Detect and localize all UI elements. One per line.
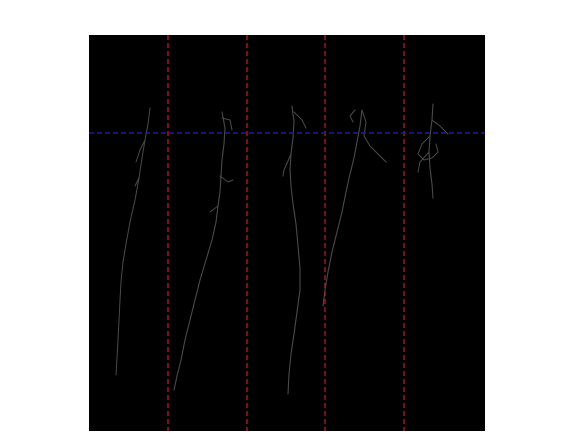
root-trace-4 — [322, 109, 363, 307]
root-trace-3 — [287, 105, 301, 395]
root-branch-3a — [293, 111, 307, 129]
root-branch-5c — [417, 151, 430, 173]
image-background — [89, 35, 485, 431]
root-branch-4a — [361, 109, 387, 163]
root-trace-2 — [173, 111, 226, 391]
root-branch-1b — [134, 177, 140, 187]
root-branch-3b — [282, 153, 292, 177]
vertical-guide-lines — [167, 35, 405, 431]
root-branch-2a — [221, 117, 233, 131]
root-trace-1 — [115, 107, 151, 376]
root-branch-5b — [417, 135, 439, 161]
root-branch-4b — [349, 109, 356, 123]
root-branch-5a — [431, 119, 449, 135]
root-branch-2b — [219, 175, 234, 183]
root-branch-2c — [209, 205, 219, 213]
root-traces — [115, 103, 449, 395]
root-image-panel — [89, 35, 485, 431]
root-branch-1a — [135, 139, 146, 163]
